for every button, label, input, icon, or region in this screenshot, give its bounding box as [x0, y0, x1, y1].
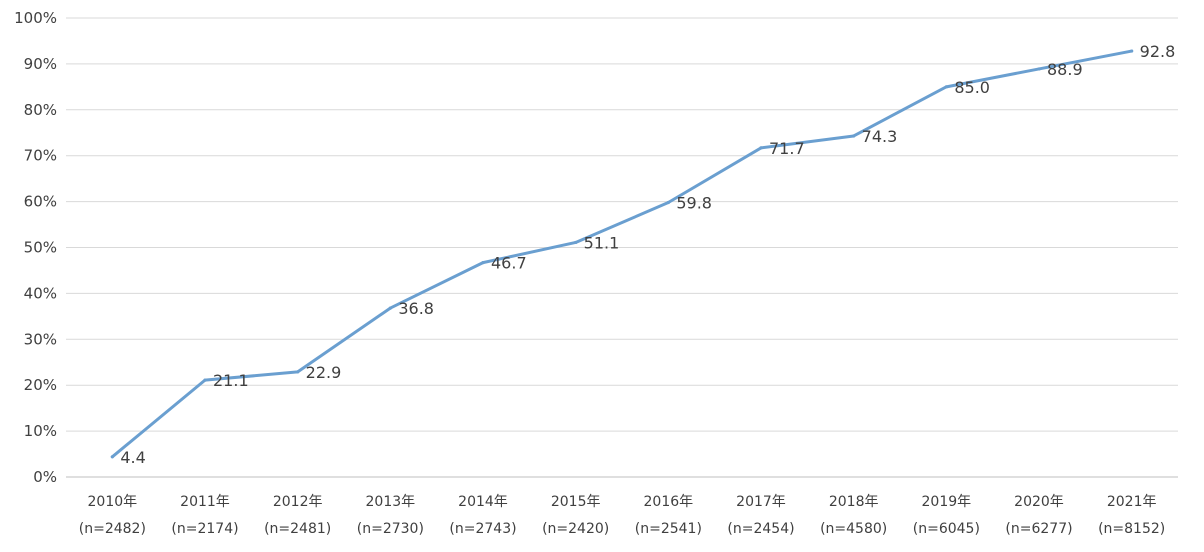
x-category-sublabel: (n=2454) [727, 521, 794, 537]
x-category-sublabel: (n=2743) [449, 521, 516, 537]
x-category-sublabel: (n=6277) [1005, 521, 1072, 537]
x-category-label: 2012年 [273, 494, 323, 510]
data-label: 51.1 [584, 233, 620, 252]
x-category-label: 2021年 [1107, 494, 1157, 510]
y-tick-label: 50% [24, 239, 57, 257]
x-category-sublabel: (n=8152) [1098, 521, 1165, 537]
data-point [852, 134, 856, 138]
x-axis-categories: 2010年 (n=2482) 2011年 (n=2174) 2012年 (n=2481) 2… [79, 494, 1165, 537]
data-label: 85.0 [954, 78, 990, 97]
x-category-label: 2017年 [736, 494, 786, 510]
x-category-sublabel: (n=2174) [171, 521, 238, 537]
y-tick-label: 20% [24, 376, 57, 394]
y-tick-label: 10% [24, 422, 57, 440]
data-point [481, 261, 485, 265]
y-tick-label: 70% [24, 147, 57, 165]
series-line [110, 49, 1134, 459]
x-category-sublabel: (n=2420) [542, 521, 609, 537]
x-category-sublabel: (n=2730) [357, 521, 424, 537]
data-point [759, 146, 763, 150]
y-tick-label: 30% [24, 330, 57, 348]
x-category-label: 2014年 [458, 494, 508, 510]
x-category-label: 2015年 [551, 494, 601, 510]
x-category-sublabel: (n=6045) [913, 521, 980, 537]
x-category-sublabel: (n=2482) [79, 521, 146, 537]
data-point [944, 85, 948, 89]
data-label: 92.8 [1140, 42, 1176, 61]
data-point [574, 240, 578, 245]
y-tick-label: 40% [24, 284, 57, 302]
x-category-label: 2019年 [922, 494, 972, 510]
x-category-label: 2020年 [1014, 494, 1064, 510]
data-point [666, 200, 670, 205]
series-line-path [110, 49, 1134, 459]
y-axis-ticks: 0% 10% 20% 30% 40% 50% 60% 70% 80% 90% 100% [14, 9, 57, 486]
x-category-sublabel: (n=2481) [264, 521, 331, 537]
data-label: 74.3 [862, 127, 898, 146]
x-category-sublabel: (n=2541) [635, 521, 702, 537]
x-category-label: 2013年 [366, 494, 416, 510]
data-label: 59.8 [676, 194, 712, 213]
data-label: 36.8 [398, 299, 434, 318]
y-tick-label: 60% [24, 193, 57, 211]
data-point [110, 455, 114, 459]
y-tick-label: 100% [14, 9, 57, 27]
x-category-label: 2010年 [88, 494, 138, 510]
data-label: 71.7 [769, 139, 805, 158]
x-category-sublabel: (n=4580) [820, 521, 887, 537]
y-tick-label: 0% [33, 468, 57, 486]
x-category-label: 2018年 [829, 494, 879, 510]
data-label: 21.1 [213, 371, 249, 390]
y-tick-label: 90% [24, 55, 57, 73]
data-point [1037, 67, 1041, 71]
data-point [1130, 49, 1134, 53]
data-label: 88.9 [1047, 60, 1083, 79]
data-point [296, 370, 300, 374]
gridlines [66, 17, 1178, 478]
data-label: 4.4 [120, 448, 145, 467]
x-category-label: 2011年 [180, 494, 230, 510]
data-point [388, 306, 392, 310]
data-point [203, 378, 207, 382]
data-label: 22.9 [306, 363, 342, 382]
data-labels: 4.4 21.1 22.9 36.8 46.7 51.1 59.8 71.7 74.3 85.0 8… [120, 42, 1175, 467]
x-category-label: 2016年 [644, 494, 694, 510]
data-label: 46.7 [491, 254, 527, 273]
y-tick-label: 80% [24, 101, 57, 119]
